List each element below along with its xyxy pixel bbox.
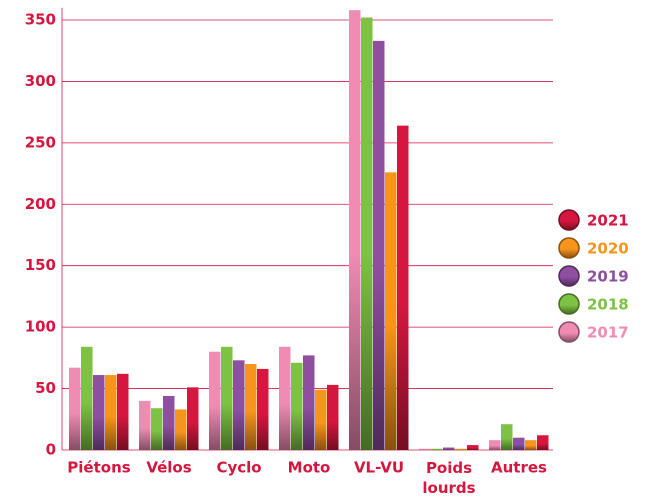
legend-swatch: [558, 209, 580, 231]
bar: [303, 355, 315, 450]
bar: [93, 375, 105, 450]
y-tick-label: 250: [25, 133, 56, 151]
y-tick-label: 200: [25, 195, 56, 213]
bar: [513, 437, 525, 450]
bar: [537, 435, 549, 450]
bar: [443, 447, 455, 450]
legend-label: 2017: [587, 324, 629, 342]
y-tick-label: 0: [46, 441, 56, 459]
x-tick-label: Vélos: [146, 459, 191, 477]
bar: [315, 389, 327, 450]
x-tick-label: VL-VU: [354, 459, 404, 477]
bar: [245, 363, 257, 450]
legend-label: 2018: [587, 296, 629, 314]
bar: [105, 375, 117, 450]
bar: [501, 424, 513, 450]
bar: [221, 346, 233, 450]
y-tick-label: 100: [25, 318, 56, 336]
bar: [233, 360, 245, 450]
bar: [467, 445, 479, 450]
bar: [385, 172, 397, 450]
legend-label: 2021: [587, 212, 629, 230]
bar: [279, 346, 291, 450]
x-tick-label: Moto: [288, 459, 331, 477]
x-tick-label: Autres: [491, 459, 547, 477]
bar: [397, 125, 409, 450]
x-tick-label: Poids lourds: [422, 459, 475, 497]
bar: [187, 387, 199, 450]
bar: [139, 400, 151, 450]
bar: [525, 440, 537, 450]
y-tick-label: 300: [25, 72, 56, 90]
y-tick-label: 150: [25, 256, 56, 274]
bar: [327, 384, 339, 450]
bar: [489, 440, 501, 450]
bar: [257, 368, 269, 450]
bar: [69, 367, 81, 450]
legend-swatch: [558, 293, 580, 315]
bar: [431, 448, 443, 450]
legend-label: 2019: [587, 268, 629, 286]
legend-swatch: [558, 237, 580, 259]
x-tick-label: Cyclo: [216, 459, 261, 477]
bar: [419, 448, 431, 450]
y-tick-label: 50: [35, 379, 56, 397]
bar: [291, 362, 303, 450]
bar: [209, 351, 221, 450]
y-tick-label: 350: [25, 10, 56, 28]
bar: [163, 395, 175, 450]
bar: [151, 408, 163, 450]
bar: [361, 17, 373, 450]
bar: [175, 409, 187, 450]
legend-swatch: [558, 265, 580, 287]
bar: [349, 10, 361, 450]
bar: [81, 346, 93, 450]
x-tick-label: Piétons: [67, 459, 130, 477]
legend-swatch: [558, 321, 580, 343]
bar: [373, 40, 385, 451]
legend-label: 2020: [587, 240, 629, 258]
bar: [117, 373, 129, 450]
bar: [455, 448, 467, 450]
